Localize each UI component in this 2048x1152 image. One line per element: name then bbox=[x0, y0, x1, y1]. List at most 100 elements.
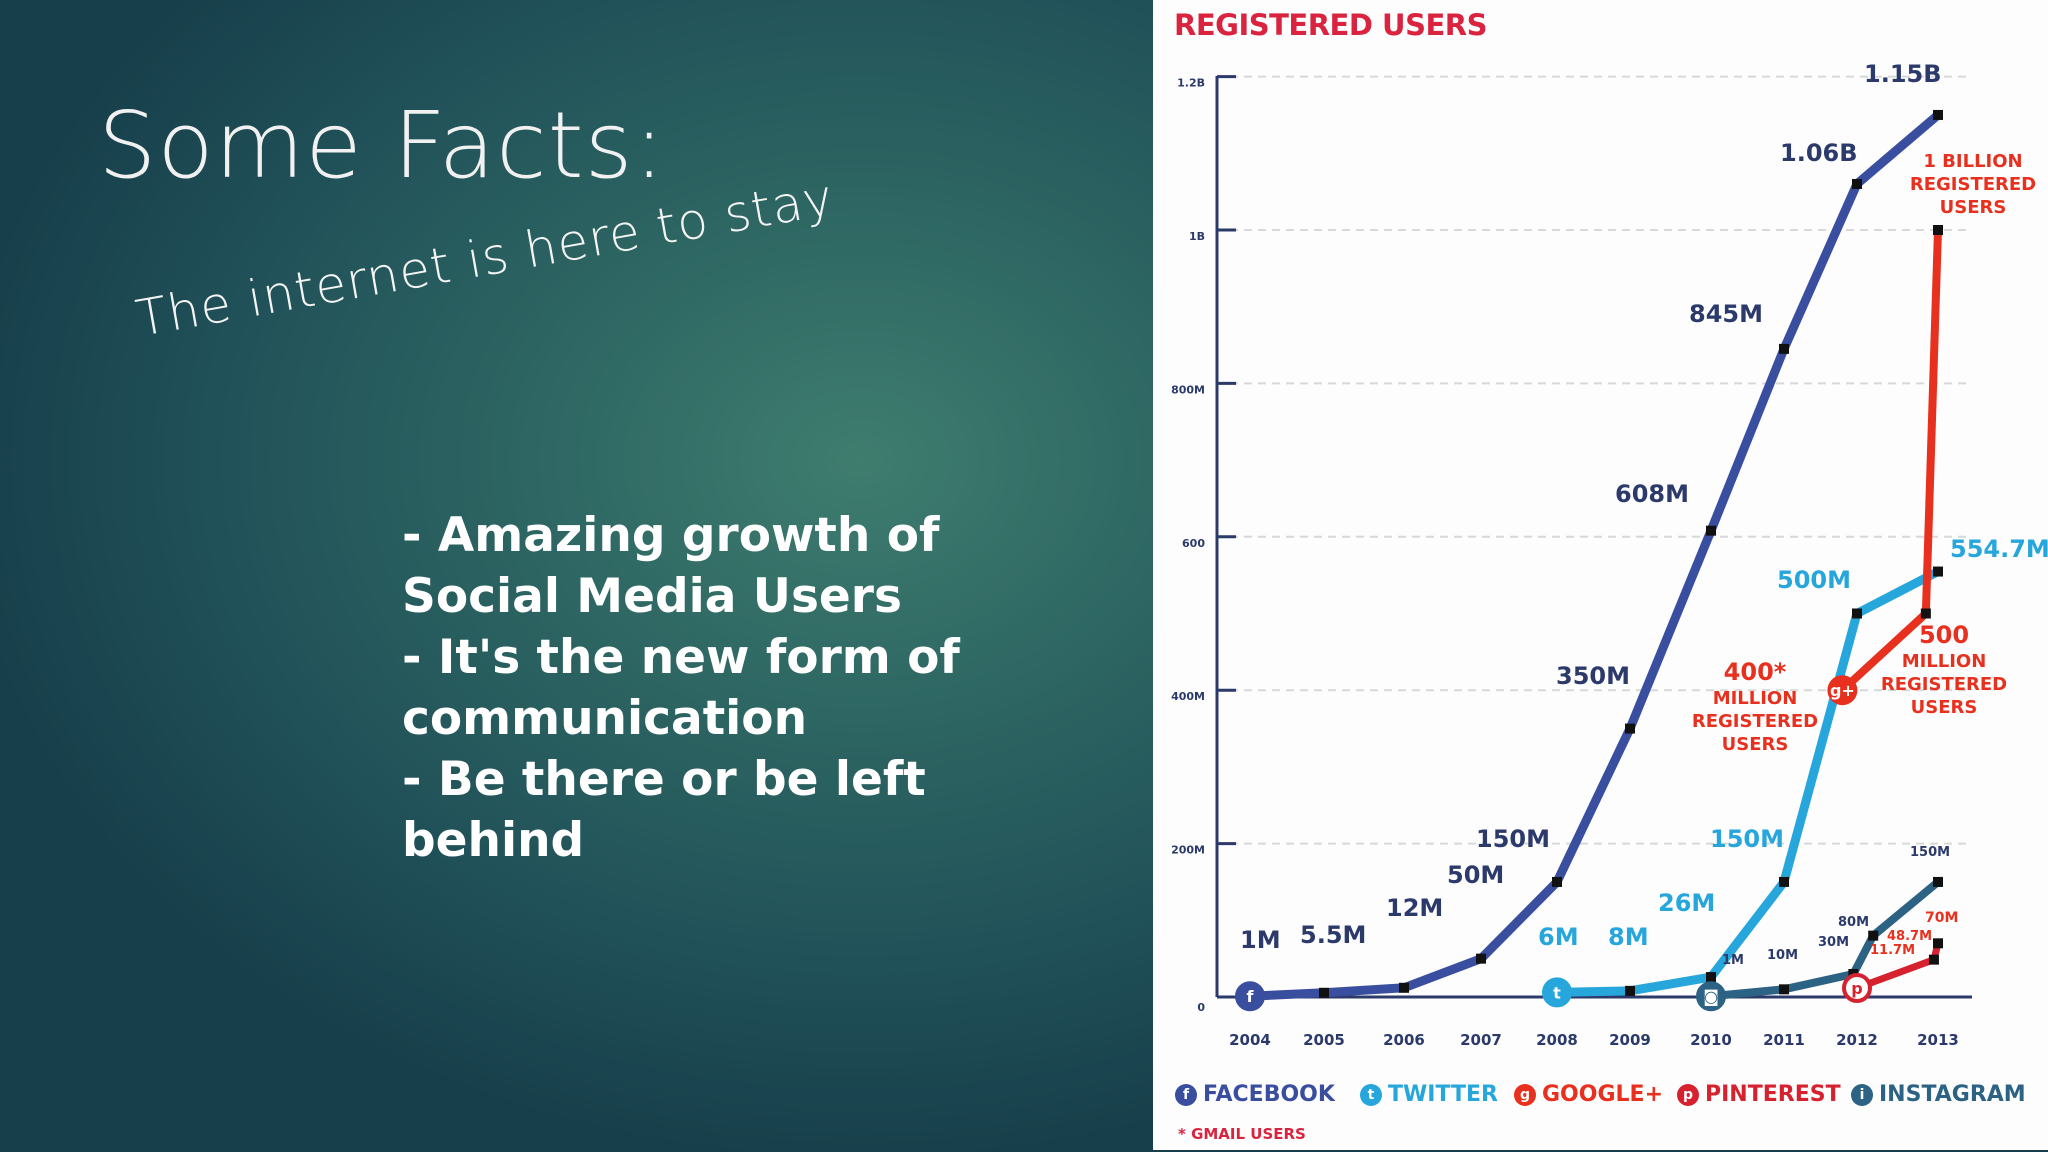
data-label: 1.15B bbox=[1864, 60, 1942, 88]
data-label: 1M bbox=[1240, 926, 1281, 954]
twitter-icon: t bbox=[1360, 1083, 1382, 1106]
y-tick-label: 0 bbox=[1197, 1001, 1205, 1014]
x-tick-label: 2011 bbox=[1763, 1031, 1805, 1049]
data-label: 12M bbox=[1386, 894, 1444, 922]
svg-text:◙: ◙ bbox=[1703, 987, 1719, 1006]
x-tick-label: 2004 bbox=[1229, 1031, 1271, 1049]
y-tick-label: 200M bbox=[1171, 844, 1205, 857]
data-label: 150M bbox=[1476, 825, 1550, 853]
x-tick-label: 2007 bbox=[1460, 1031, 1502, 1049]
twitter-icon bbox=[1542, 977, 1572, 1008]
legend-label: FACEBOOK bbox=[1203, 1082, 1335, 1107]
slide-title: Some Facts: bbox=[98, 92, 666, 199]
y-tick-label: 400M bbox=[1171, 690, 1205, 703]
data-point bbox=[1852, 178, 1862, 189]
data-point bbox=[1852, 608, 1862, 619]
legend-label: TWITTER bbox=[1388, 1082, 1498, 1107]
chart-title: REGISTERED USERS bbox=[1174, 8, 1487, 42]
series-line-twitter bbox=[1556, 567, 1941, 997]
series-line-facebook bbox=[1249, 111, 1941, 1001]
data-label: 50M bbox=[1447, 861, 1505, 889]
data-point bbox=[1399, 982, 1409, 993]
y-tick-label: 600 bbox=[1182, 537, 1205, 550]
y-tick-label: 800M bbox=[1171, 383, 1205, 396]
x-tick-label: 2006 bbox=[1383, 1031, 1425, 1049]
data-label: 500M bbox=[1777, 566, 1851, 594]
svg-text:f: f bbox=[1247, 987, 1255, 1006]
data-label: 30M bbox=[1818, 935, 1850, 950]
data-point bbox=[1933, 876, 1943, 887]
data-label: 48.7M bbox=[1887, 929, 1933, 944]
data-point bbox=[1933, 938, 1943, 949]
bullet-item: - Amazing growth of Social Media Users bbox=[402, 508, 956, 624]
legend-item-facebook: f FACEBOOK bbox=[1175, 1082, 1335, 1107]
data-point bbox=[1706, 972, 1716, 983]
data-point bbox=[1933, 225, 1943, 235]
x-tick-label: 2010 bbox=[1690, 1031, 1732, 1049]
data-point bbox=[1779, 984, 1789, 995]
data-point bbox=[1706, 525, 1716, 536]
data-point bbox=[1868, 930, 1879, 941]
svg-text:g+: g+ bbox=[1830, 681, 1855, 700]
data-point bbox=[1779, 876, 1789, 887]
data-label: 1M bbox=[1722, 953, 1744, 968]
pinterest-icon bbox=[1842, 973, 1872, 1004]
x-tick-label: 2009 bbox=[1609, 1031, 1651, 1049]
data-point bbox=[1476, 953, 1486, 964]
data-label: 6M bbox=[1538, 923, 1579, 951]
legend-label: INSTAGRAM bbox=[1879, 1082, 2026, 1107]
legend-item-twitter: t TWITTER bbox=[1360, 1082, 1498, 1107]
y-tick-label: 1B bbox=[1189, 230, 1205, 243]
data-point bbox=[1779, 343, 1789, 354]
svg-text:p: p bbox=[1851, 979, 1862, 998]
callout-label: 400* MILLION REGISTERED USERS bbox=[1691, 658, 1819, 755]
x-tick-label: 2013 bbox=[1917, 1031, 1959, 1049]
facebook-icon: f bbox=[1175, 1083, 1197, 1106]
legend-item-pinterest: p PINTEREST bbox=[1677, 1082, 1841, 1107]
callout-label: 500 MILLION REGISTERED USERS bbox=[1880, 621, 2008, 718]
bullet-item: - Be there or be left behind bbox=[402, 752, 943, 868]
data-label: 26M bbox=[1658, 889, 1716, 917]
data-point bbox=[1920, 608, 1931, 619]
data-point bbox=[1625, 985, 1635, 996]
legend-label: PINTEREST bbox=[1705, 1082, 1841, 1107]
data-label: 10M bbox=[1767, 948, 1799, 963]
instagram-icon bbox=[1696, 981, 1726, 1012]
data-label: 150M bbox=[1910, 845, 1951, 860]
google-plus-icon bbox=[1827, 675, 1858, 706]
data-label: 1.06B bbox=[1780, 139, 1858, 167]
data-label: 80M bbox=[1838, 915, 1870, 930]
data-label: 350M bbox=[1556, 662, 1630, 690]
x-tick-label: 2012 bbox=[1836, 1031, 1878, 1049]
data-label: 608M bbox=[1615, 480, 1689, 508]
data-label: 70M bbox=[1925, 910, 1959, 926]
data-label: 8M bbox=[1608, 923, 1649, 951]
data-label: 11.7M bbox=[1870, 943, 1916, 958]
x-tick-label: 2008 bbox=[1536, 1031, 1578, 1049]
data-point bbox=[1625, 723, 1635, 734]
data-label: 150M bbox=[1710, 825, 1784, 853]
legend-label: GOOGLE+ bbox=[1542, 1082, 1663, 1107]
google-plus-icon: g bbox=[1514, 1083, 1536, 1106]
data-label: 845M bbox=[1689, 300, 1763, 328]
legend-item-google-plus: g GOOGLE+ bbox=[1514, 1082, 1663, 1107]
data-point bbox=[1933, 109, 1943, 120]
data-label: 554.7M bbox=[1950, 535, 2048, 563]
data-point bbox=[1319, 987, 1329, 998]
gmail-footnote: * GMAIL USERS bbox=[1178, 1125, 1306, 1143]
bullet-item: - It's the new form of communication bbox=[402, 630, 977, 746]
data-point bbox=[1928, 954, 1939, 965]
pinterest-icon: p bbox=[1677, 1083, 1699, 1106]
svg-text:t: t bbox=[1553, 983, 1561, 1002]
data-point bbox=[1933, 566, 1943, 577]
facebook-icon bbox=[1235, 981, 1265, 1012]
y-tick-label: 1.2B bbox=[1177, 77, 1205, 90]
callout-label: 1 BILLION REGISTERED USERS bbox=[1909, 151, 2037, 218]
legend-item-instagram: i INSTAGRAM bbox=[1851, 1082, 2026, 1107]
x-tick-label: 2005 bbox=[1303, 1031, 1345, 1049]
chart-panel bbox=[1153, 0, 2048, 1150]
data-point bbox=[1552, 876, 1562, 887]
bullet-list: - Amazing growth of Social Media Users -… bbox=[402, 505, 1102, 871]
data-label: 5.5M bbox=[1300, 921, 1367, 949]
